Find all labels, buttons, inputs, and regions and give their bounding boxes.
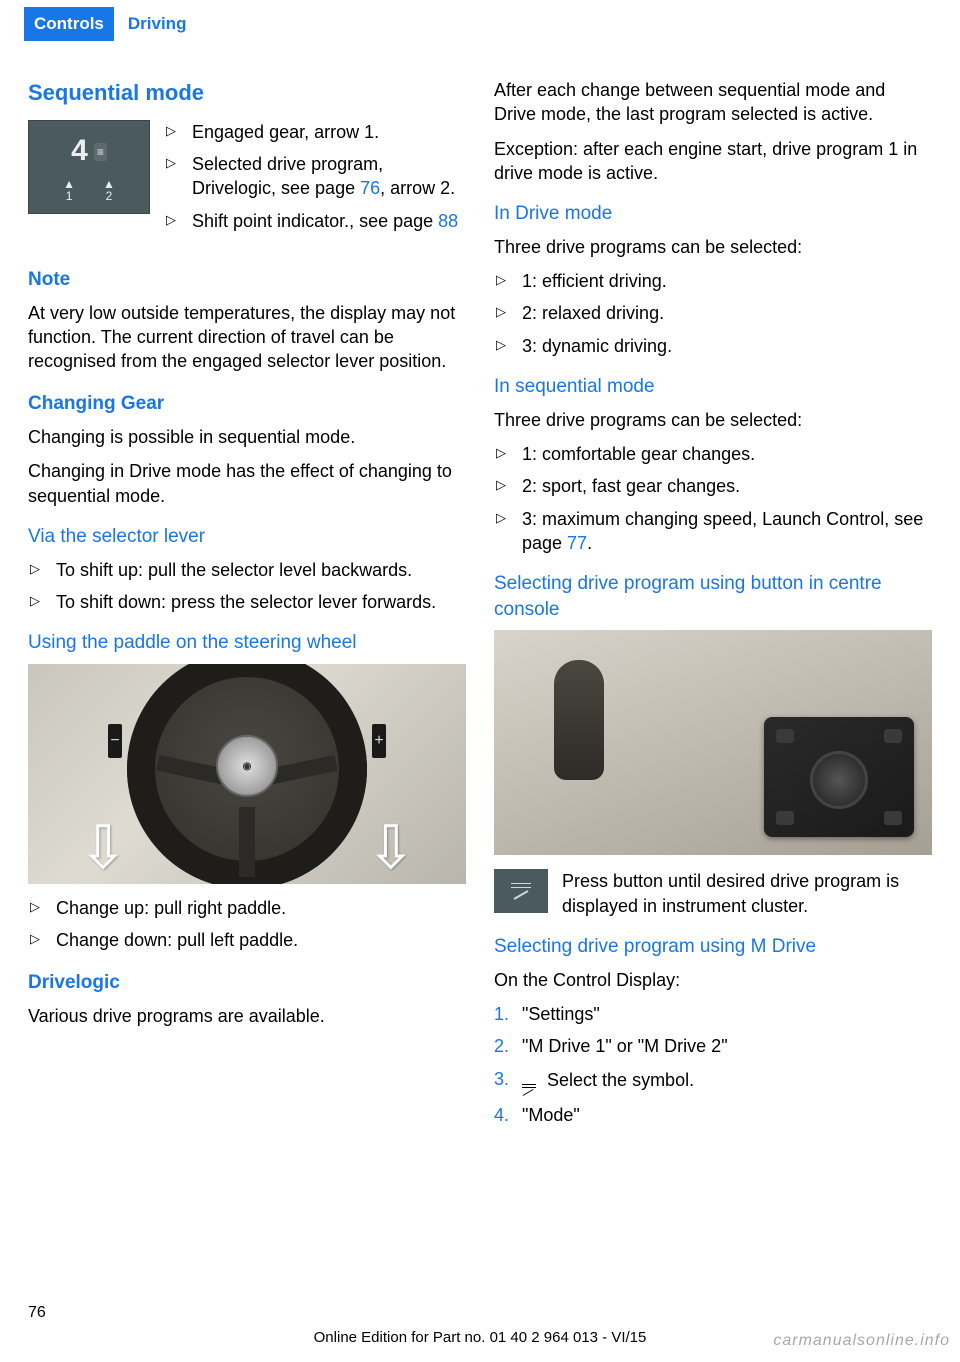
heading-note: Note — [28, 267, 466, 293]
note-text: At very low outside temperatures, the di… — [28, 301, 466, 374]
list-item: 1: comfortable gear changes. — [494, 442, 932, 466]
drivelogic-button-icon — [494, 869, 548, 913]
watermark: carmanualsonline.info — [773, 1330, 950, 1352]
heading-via-selector: Via the selector lever — [28, 524, 466, 550]
drivelogic-text: Various drive programs are available. — [28, 1004, 466, 1028]
gear-badge-icon: ≡ — [94, 143, 107, 161]
heading-in-drive-mode: In Drive mode — [494, 201, 932, 227]
intro-p2: Exception: after each engine start, driv… — [494, 137, 932, 186]
header-tab-controls: Controls — [24, 7, 114, 42]
heading-drivelogic: Drivelogic — [28, 970, 466, 996]
page-header: Controls Driving — [0, 0, 960, 48]
step-item: "Settings" — [494, 1002, 932, 1026]
via-selector-list: To shift up: pull the selector level bac… — [28, 558, 466, 615]
mdrive-steps: "Settings" "M Drive 1" or "M Drive 2" Se… — [494, 1002, 932, 1127]
bmw-logo-icon: ◉ — [216, 735, 278, 797]
list-item: Change up: pull right paddle. — [28, 896, 466, 920]
inseq-lead: Three drive programs can be selected: — [494, 408, 932, 432]
header-section-driving: Driving — [114, 7, 201, 42]
left-column: Sequential mode 4 ≡ ▲1 ▲2 Engaged gear, … — [28, 78, 466, 1135]
page-number: 76 — [28, 1302, 46, 1324]
list-item: 3: maximum changing speed, Launch Contro… — [494, 507, 932, 556]
paddle-list: Change up: pull right paddle. Change dow… — [28, 896, 466, 953]
list-item: Selected drive program, Drivelogic, see … — [164, 152, 466, 201]
sequential-mode-list: Engaged gear, arrow 1. Selected drive pr… — [164, 120, 466, 241]
step-item: Select the symbol. — [494, 1067, 932, 1095]
heading-in-sequential-mode: In sequential mode — [494, 374, 932, 400]
paddle-minus-icon: − — [108, 724, 122, 758]
sequential-mode-row: 4 ≡ ▲1 ▲2 Engaged gear, arrow 1. Selecte… — [28, 120, 466, 249]
changing-gear-p1: Changing is possible in sequential mode. — [28, 425, 466, 449]
heading-select-mdrive: Selecting drive program using M Drive — [494, 934, 932, 960]
page-link-76[interactable]: 76 — [360, 178, 380, 198]
steering-wheel-image: ◉ − + ⇩ ⇩ — [28, 664, 466, 884]
list-item: 1: efficient driving. — [494, 269, 932, 293]
idrive-panel-icon — [764, 717, 914, 837]
indrive-lead: Three drive programs can be selected: — [494, 235, 932, 259]
intro-p1: After each change between sequential mod… — [494, 78, 932, 127]
inseq-list: 1: comfortable gear changes. 2: sport, f… — [494, 442, 932, 555]
heading-changing-gear: Changing Gear — [28, 391, 466, 417]
changing-gear-p2: Changing in Drive mode has the effect of… — [28, 459, 466, 508]
gear-number: 4 — [71, 131, 88, 172]
select-button-text: Press button until desired drive program… — [562, 869, 932, 918]
gear-indicator-display: 4 ≡ ▲1 ▲2 — [28, 120, 150, 214]
idrive-dial-icon — [810, 751, 868, 809]
list-item: 2: sport, fast gear changes. — [494, 474, 932, 498]
paddle-plus-icon: + — [372, 724, 386, 758]
page-link-88[interactable]: 88 — [438, 211, 458, 231]
list-item: To shift down: press the selector lever … — [28, 590, 466, 614]
gear-arrows: ▲1 ▲2 — [63, 178, 115, 202]
gear-selector-icon — [554, 660, 604, 780]
heading-sequential-mode: Sequential mode — [28, 78, 466, 108]
list-item: Change down: pull left paddle. — [28, 928, 466, 952]
indrive-list: 1: efficient driving. 2: relaxed driving… — [494, 269, 932, 358]
heading-select-button: Selecting drive program using button in … — [494, 571, 932, 622]
page-link-77[interactable]: 77 — [567, 533, 587, 553]
arrow-down-right-icon: ⇩ — [366, 818, 416, 878]
gear-arrow-2: 2 — [106, 190, 113, 202]
drivelogic-symbol-icon — [522, 1067, 536, 1095]
mdrive-lead: On the Control Display: — [494, 968, 932, 992]
right-column: After each change between sequential mod… — [494, 78, 932, 1135]
list-item: 2: relaxed driving. — [494, 301, 932, 325]
list-item: Shift point indicator., see page 88 — [164, 209, 466, 233]
heading-paddle: Using the paddle on the steering wheel — [28, 630, 466, 656]
list-item: To shift up: pull the selector level bac… — [28, 558, 466, 582]
centre-console-image — [494, 630, 932, 855]
list-item: 3: dynamic driving. — [494, 334, 932, 358]
step-item: "M Drive 1" or "M Drive 2" — [494, 1034, 932, 1058]
step-item: "Mode" — [494, 1103, 932, 1127]
content-area: Sequential mode 4 ≡ ▲1 ▲2 Engaged gear, … — [0, 48, 960, 1135]
drive-button-row: Press button until desired drive program… — [494, 869, 932, 918]
list-item: Engaged gear, arrow 1. — [164, 120, 466, 144]
arrow-down-left-icon: ⇩ — [78, 818, 128, 878]
gear-arrow-1: 1 — [66, 190, 73, 202]
footer-text: Online Edition for Part no. 01 40 2 964 … — [314, 1328, 647, 1348]
